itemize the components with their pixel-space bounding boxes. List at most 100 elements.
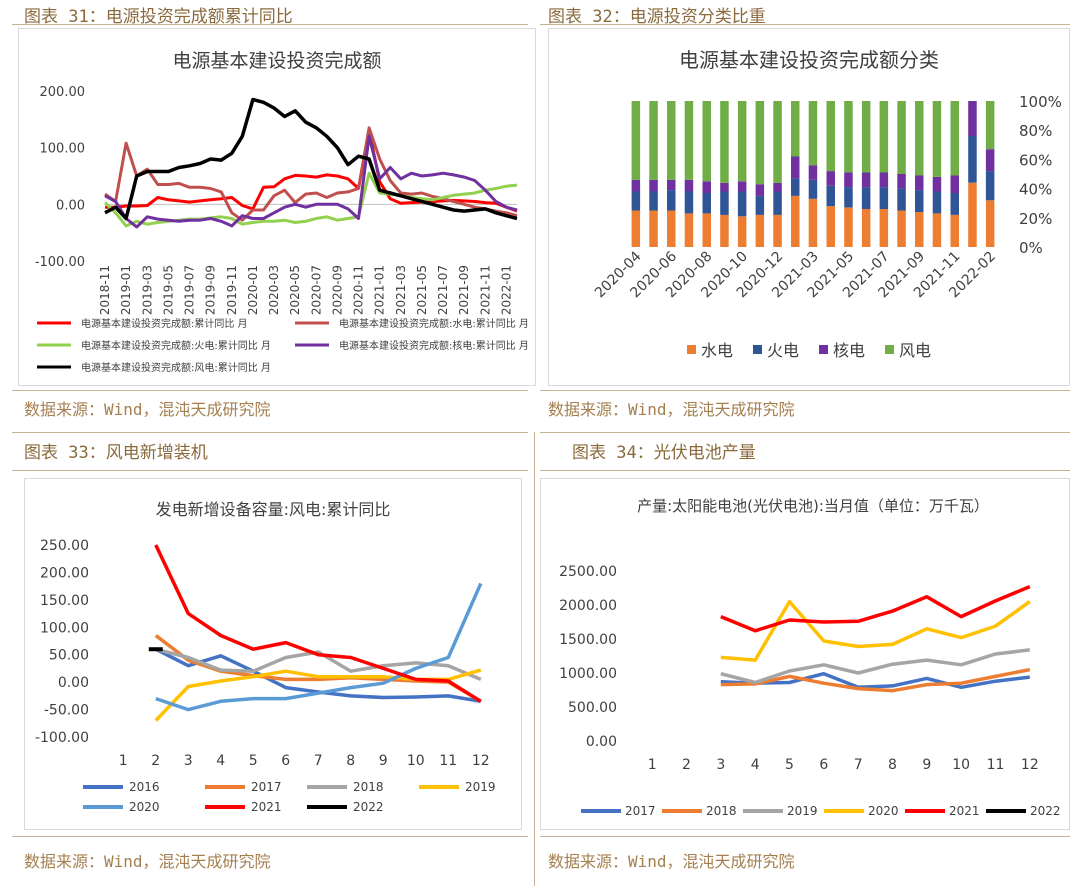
chart-33-legend-label: 2017 bbox=[251, 780, 282, 794]
chart-34-legend-label: 2021 bbox=[949, 804, 980, 818]
rule-bottom-right bbox=[540, 836, 1070, 837]
chart-34-xtick: 12 bbox=[1021, 757, 1039, 773]
chart-32-bar-segment bbox=[631, 210, 641, 247]
chart-31-xtick: 2019-03 bbox=[140, 265, 154, 315]
chart-31-xtick: 2018-11 bbox=[98, 265, 112, 315]
chart-32-bar-segment bbox=[755, 184, 765, 196]
chart-31-xtick: 2019-05 bbox=[161, 265, 175, 315]
chart-32-bar-segment bbox=[985, 200, 995, 247]
chart-31-title: 电源基本建设投资完成额 bbox=[172, 50, 381, 72]
chart-33-xtick: 8 bbox=[346, 753, 355, 769]
chart-32-bar-segment bbox=[897, 188, 906, 211]
chart-31-ytick: 100.00 bbox=[40, 142, 86, 157]
chart-32-bar-segment bbox=[649, 179, 658, 192]
chart-32-bar-segment bbox=[844, 187, 853, 208]
chart-31-legend-label: 电源基本建设投资完成额:水电:累计同比 月 bbox=[339, 317, 529, 330]
chart-31-legend-label: 电源基本建设投资完成额:累计同比 月 bbox=[81, 317, 248, 330]
rule-lower-left bbox=[12, 470, 528, 471]
chart-33-xtick: 3 bbox=[184, 753, 193, 769]
chart-33-xtick: 2 bbox=[151, 753, 160, 769]
chart-34-xtick: 4 bbox=[751, 757, 760, 773]
chart-33-svg: 发电新增设备容量:风电:累计同比250.00200.00150.00100.00… bbox=[35, 500, 496, 814]
rule-mid-right bbox=[540, 390, 1070, 391]
chart-32-bar-segment bbox=[631, 179, 641, 192]
chart-31-xtick: 2021-11 bbox=[478, 265, 492, 315]
chart-32-bar-segment bbox=[791, 101, 800, 157]
chart-32-ytick: 60% bbox=[1019, 151, 1052, 169]
chart-32-bar-segment bbox=[649, 191, 658, 211]
chart-32-bar-segment bbox=[791, 156, 800, 179]
chart-32-bar-segment bbox=[879, 172, 889, 188]
chart-32-bar-segment bbox=[702, 181, 711, 193]
chart-32-bar-segment bbox=[861, 101, 871, 173]
chart-32-bar-segment bbox=[702, 101, 711, 182]
chart-32-bar-segment bbox=[720, 214, 729, 247]
chart-32-legend-swatch bbox=[819, 345, 828, 354]
chart-34-legend-label: 2017 bbox=[625, 804, 656, 818]
chart-34-legend-label: 2022 bbox=[1030, 804, 1061, 818]
chart-33-ytick: 250.00 bbox=[40, 538, 89, 554]
chart-34-xtick: 8 bbox=[888, 757, 897, 773]
chart-31-xtick: 2019-11 bbox=[225, 265, 239, 315]
chart-32-bar-segment bbox=[737, 101, 747, 182]
rule-top-right bbox=[540, 24, 1070, 25]
chart-31-xtick: 2021-03 bbox=[394, 265, 408, 315]
chart-33-xtick: 9 bbox=[379, 753, 388, 769]
chart-31-series-line bbox=[104, 97, 518, 221]
chart-32-bar-segment bbox=[755, 195, 765, 215]
chart-32-bar-segment bbox=[985, 149, 995, 172]
chart-33-xtick: 7 bbox=[314, 753, 323, 769]
chart-31-xtick: 2019-09 bbox=[204, 265, 218, 315]
chart-32-bar-segment bbox=[932, 101, 942, 177]
chart-34-legend-label: 2020 bbox=[868, 804, 899, 818]
chart-32-svg: 电源基本建设投资完成额分类100%80%60%40%20%0%2020-0420… bbox=[592, 48, 1062, 360]
chart-32-bar-segment bbox=[950, 175, 959, 193]
chart-33-xtick: 11 bbox=[439, 753, 457, 769]
chart-32-bar-segment bbox=[684, 101, 694, 180]
chart-34-xtick: 1 bbox=[648, 757, 657, 773]
chart-34-ytick: 2500.00 bbox=[559, 564, 617, 580]
chart-32-bar-segment bbox=[950, 214, 959, 247]
chart-32-bar-segment bbox=[702, 213, 711, 247]
chart-32-bar-segment bbox=[667, 101, 676, 180]
chart-32-ytick: 20% bbox=[1019, 210, 1052, 228]
chart-31-xtick: 2020-01 bbox=[246, 265, 260, 315]
chart-32-bar-segment bbox=[932, 213, 942, 247]
chart-32-bar-segment bbox=[915, 212, 924, 247]
chart-31-xtick: 2021-01 bbox=[373, 265, 387, 315]
chart-34-ytick: 1500.00 bbox=[559, 632, 617, 648]
chart-32-bar-segment bbox=[826, 185, 835, 207]
chart-32-bar-segment bbox=[667, 190, 676, 211]
source-31: 数据来源：Wind，混沌天成研究院 bbox=[24, 400, 271, 419]
chart-34-xtick: 11 bbox=[987, 757, 1005, 773]
chart-32-bar-segment bbox=[879, 209, 889, 247]
chart-31-xtick: 2021-05 bbox=[415, 265, 429, 315]
chart-33-ytick: 150.00 bbox=[40, 593, 89, 609]
chart-32-bar-segment bbox=[985, 101, 995, 150]
chart-31-xtick: 2020-09 bbox=[330, 265, 344, 315]
chart-32-bar-segment bbox=[720, 182, 729, 192]
chart-34-ytick: 500.00 bbox=[568, 700, 617, 716]
chart-33-xtick: 1 bbox=[119, 753, 128, 769]
rule-sec-left bbox=[12, 432, 528, 433]
chart-32-bar-segment bbox=[773, 214, 782, 247]
chart-34-svg: 产量:太阳能电池(光伏电池):当月值（单位：万千瓦）2500.002000.00… bbox=[559, 497, 1061, 818]
rule-sec-right bbox=[540, 432, 1070, 433]
chart-34-xtick: 6 bbox=[819, 757, 828, 773]
chart-31-svg: 电源基本建设投资完成额 200.00 100.00 0.00 -100.00 2018-1… bbox=[35, 50, 529, 374]
chart-33-legend-label: 2020 bbox=[129, 800, 160, 814]
chart-33-xtick: 6 bbox=[281, 753, 290, 769]
chart-33-xtick: 12 bbox=[472, 753, 490, 769]
chart-32-bar-segment bbox=[897, 210, 906, 247]
chart-31-xtick: 2021-07 bbox=[436, 265, 450, 315]
chart-33-legend-label: 2019 bbox=[465, 780, 496, 794]
chart-31-series-line bbox=[104, 134, 518, 229]
chart-32-ytick: 100% bbox=[1019, 93, 1062, 111]
panel-title-34: 图表 34：光伏电池产量 bbox=[572, 443, 756, 463]
chart-32-bar-segment bbox=[826, 101, 835, 172]
chart-32-legend-label: 核电 bbox=[833, 341, 865, 360]
chart-32-bar-segment bbox=[932, 176, 942, 192]
chart-32-bar-segment bbox=[755, 214, 765, 247]
chart-34-series-line bbox=[720, 599, 1031, 662]
chart-31-series-line bbox=[104, 126, 518, 222]
